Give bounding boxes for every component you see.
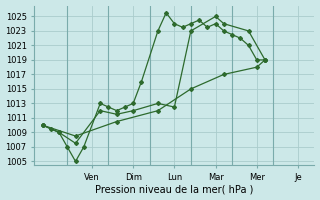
X-axis label: Pression niveau de la mer( hPa ): Pression niveau de la mer( hPa ) bbox=[95, 184, 253, 194]
